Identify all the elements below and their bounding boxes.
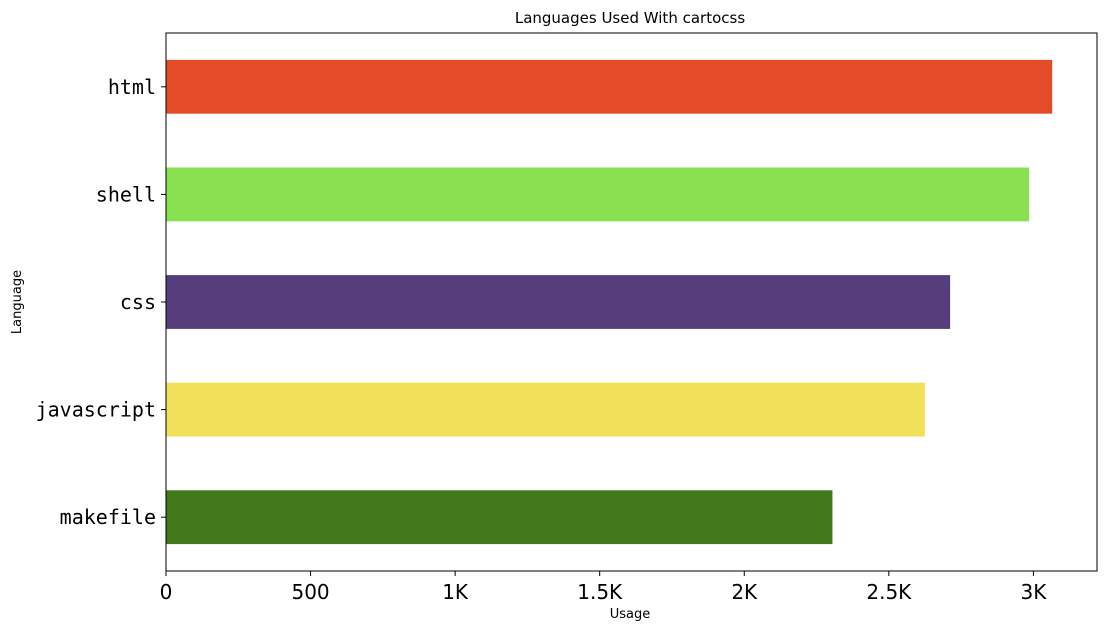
bar-css	[166, 275, 951, 329]
bar-shell	[166, 167, 1030, 222]
y-tick-label: javascript	[36, 398, 156, 422]
x-tick-label: 1.5K	[577, 580, 623, 604]
y-axis-label: Language	[10, 270, 25, 334]
y-tick-label: html	[108, 75, 156, 99]
plot-frame	[165, 32, 1098, 572]
x-tick-label: 2K	[731, 580, 758, 604]
bar-html	[166, 59, 1053, 114]
chart-title: Languages Used With cartocss	[515, 9, 745, 27]
bars-group	[166, 59, 1053, 545]
y-tick-label: shell	[96, 182, 156, 206]
y-tick-label: makefile	[60, 505, 156, 529]
x-tick-label: 1K	[442, 580, 469, 604]
x-tick-label: 0	[160, 580, 173, 604]
y-tick-label: css	[120, 290, 156, 314]
x-tick-label: 2.5K	[866, 580, 912, 604]
x-tick-label: 3K	[1020, 580, 1047, 604]
x-axis-ticks: 0 500 1K 1.5K 2K 2.5K 3K	[160, 571, 1047, 604]
bar-javascript	[166, 382, 925, 437]
y-axis-ticks: html shell css javascript makefile	[36, 75, 166, 529]
bar-makefile	[166, 490, 833, 545]
x-axis-label: Usage	[610, 607, 651, 622]
x-tick-label: 500	[291, 580, 329, 604]
